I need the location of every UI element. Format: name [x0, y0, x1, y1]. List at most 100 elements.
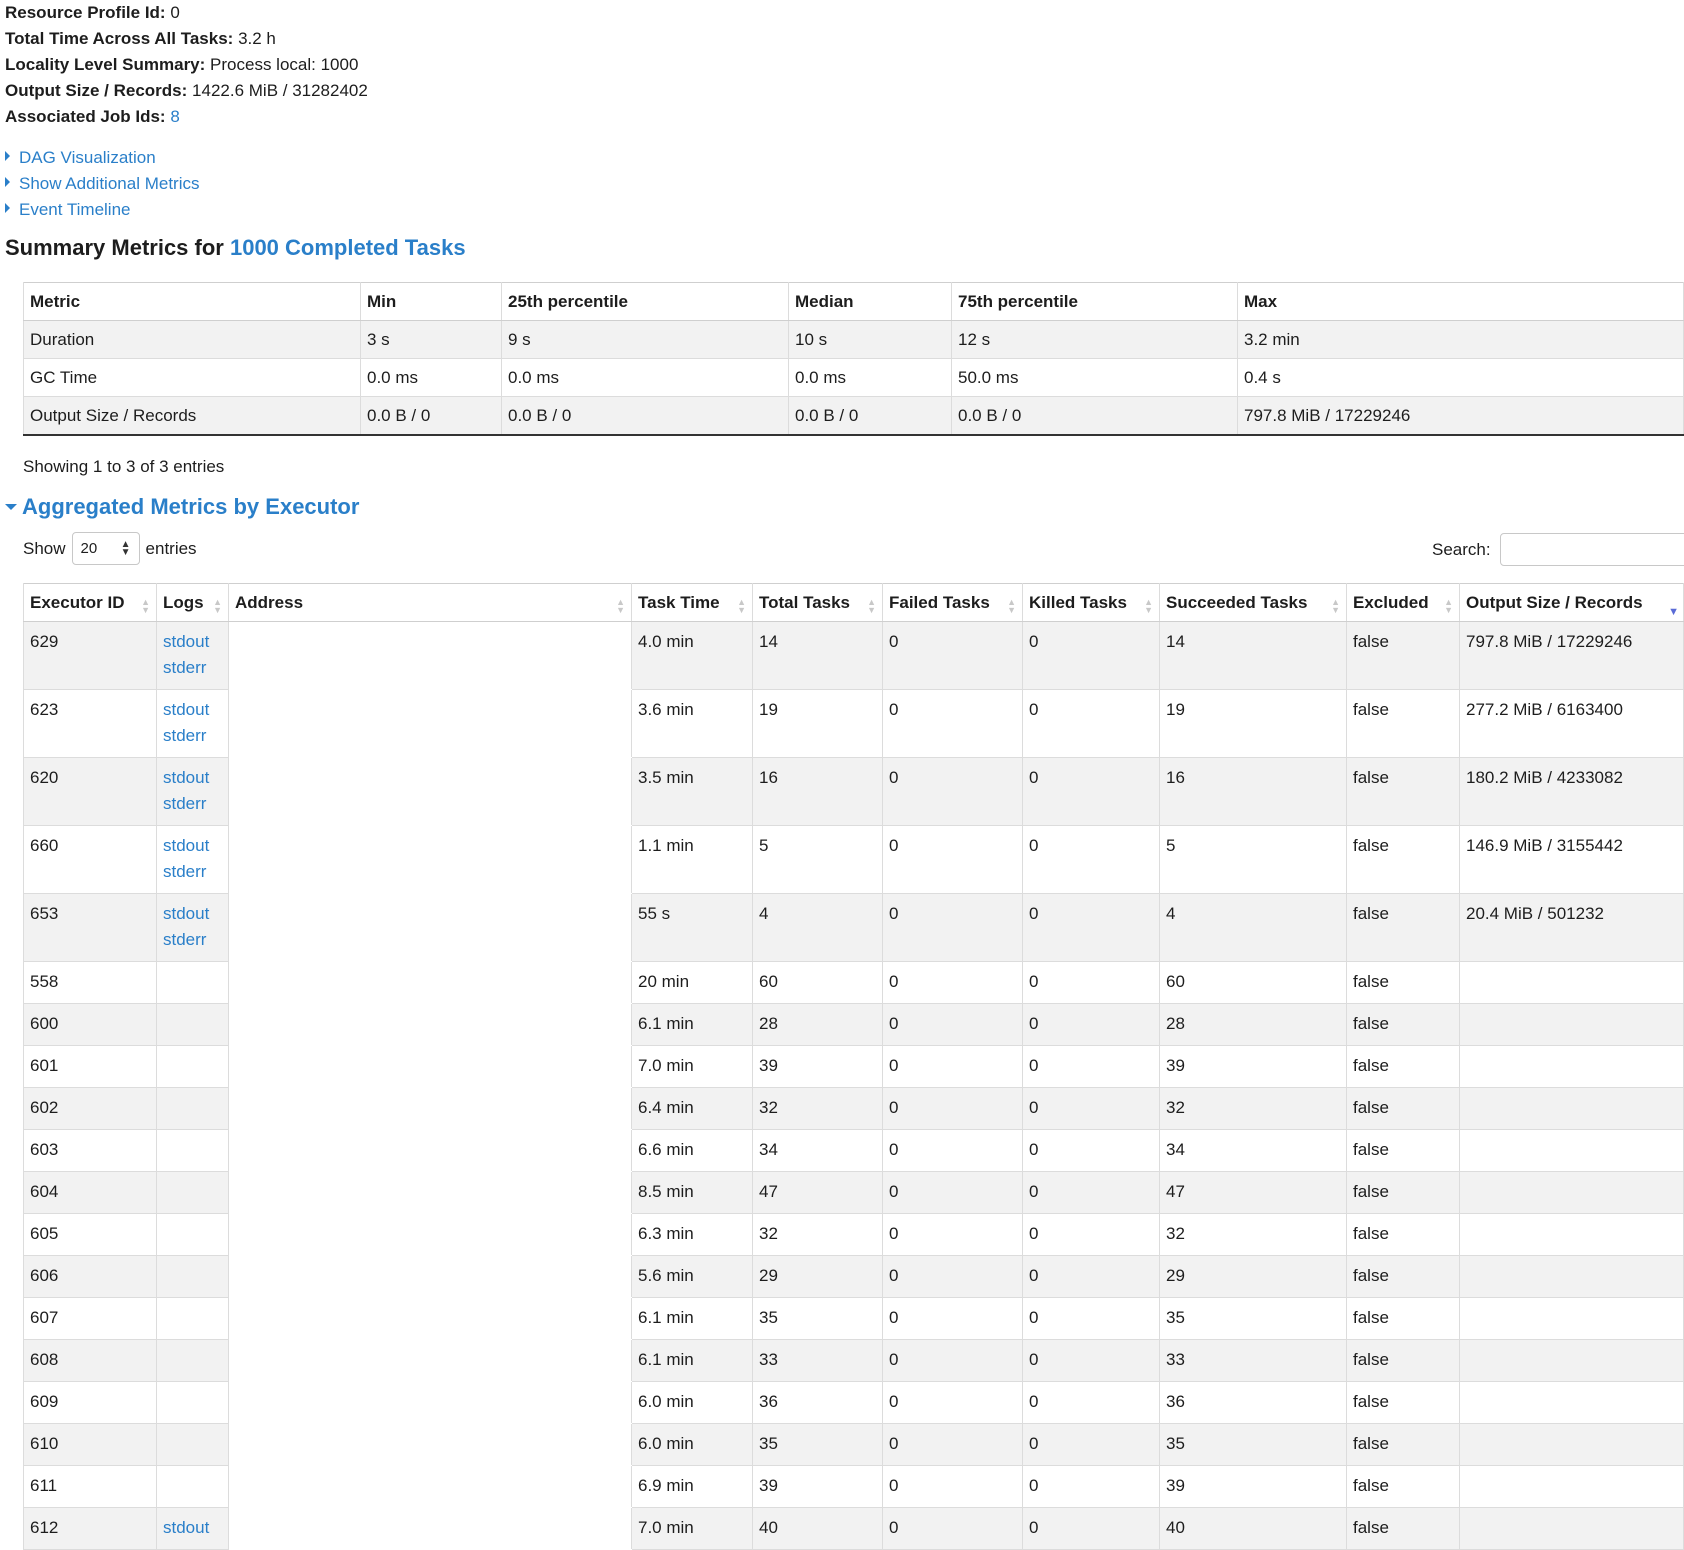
column-header: Metric: [23, 282, 361, 321]
stdout-log-link[interactable]: stdout: [163, 768, 210, 787]
table-row: 610 6.0 min 35 0 0 35 false: [23, 1423, 1684, 1466]
sort-both-icon: ▲ ▼: [1444, 597, 1453, 615]
table-cell: false: [1346, 961, 1460, 1004]
table-cell: 0: [1022, 1129, 1160, 1172]
column-header-sortable[interactable]: Excluded ▲ ▼: [1346, 583, 1460, 622]
table-cell: 28: [1159, 1003, 1347, 1046]
table-cell: false: [1346, 1087, 1460, 1130]
table-cell: 16: [1159, 757, 1347, 826]
table-cell: [1459, 1507, 1684, 1550]
table-cell: 36: [752, 1381, 883, 1424]
table-cell: 0: [1022, 1171, 1160, 1214]
table-cell: 0: [1022, 893, 1160, 962]
summary-locality: Locality Level Summary: Process local: 1…: [5, 52, 368, 78]
logs-cell: [156, 1423, 229, 1466]
table-cell: 47: [752, 1171, 883, 1214]
address-cell: [228, 1465, 632, 1508]
table-cell: 0: [1022, 1339, 1160, 1382]
toggle-label[interactable]: Event Timeline: [19, 200, 131, 219]
job-id-link[interactable]: 8: [170, 107, 180, 126]
table-cell: 33: [1159, 1339, 1347, 1382]
table-cell: 0: [1022, 1297, 1160, 1340]
event-timeline-toggle[interactable]: Event Timeline: [5, 197, 199, 223]
summary-label: Locality Level Summary:: [5, 55, 206, 74]
column-header-sortable[interactable]: Address ▲ ▼: [228, 583, 632, 622]
summary-value: 3.2 h: [238, 29, 276, 48]
sort-both-icon: ▲ ▼: [616, 597, 625, 615]
stdout-log-link[interactable]: stdout: [163, 700, 210, 719]
address-cell: [228, 1507, 632, 1550]
column-header-sortable[interactable]: Killed Tasks ▲ ▼: [1022, 583, 1160, 622]
column-header-sortable[interactable]: Succeeded Tasks ▲ ▼: [1159, 583, 1347, 622]
stderr-log-link[interactable]: stderr: [163, 862, 207, 881]
column-header-label: Executor ID: [30, 592, 125, 612]
address-cell: [228, 689, 632, 758]
stdout-log-link[interactable]: stdout: [163, 1518, 210, 1537]
table-cell: [1459, 1381, 1684, 1424]
table-cell: false: [1346, 1045, 1460, 1088]
table-cell: 0: [882, 1171, 1023, 1214]
heading-text: Summary Metrics for: [5, 235, 230, 260]
table-cell: 0: [882, 1339, 1023, 1382]
additional-metrics-toggle[interactable]: Show Additional Metrics: [5, 171, 199, 197]
stage-summary: Resource Profile Id: 0 Total Time Across…: [5, 0, 368, 130]
summary-label: Resource Profile Id:: [5, 3, 166, 22]
table-cell: 660: [23, 825, 157, 894]
table-row: 606 5.6 min 29 0 0 29 false: [23, 1255, 1684, 1298]
column-header-sortable[interactable]: Total Tasks ▲ ▼: [752, 583, 883, 622]
table-header-row: Executor ID ▲ ▼ Logs ▲ ▼ Address ▲ ▼ Task Time ▲ ▼ T…: [23, 583, 1684, 622]
stdout-log-link[interactable]: stdout: [163, 632, 210, 651]
dag-visualization-toggle[interactable]: DAG Visualization: [5, 145, 199, 171]
column-header: 75th percentile: [951, 282, 1238, 321]
toggle-label[interactable]: Show Additional Metrics: [19, 174, 200, 193]
table-cell: 277.2 MiB / 6163400: [1459, 689, 1684, 758]
column-header-sortable[interactable]: Logs ▲ ▼: [156, 583, 229, 622]
logs-cell: [156, 1381, 229, 1424]
stderr-log-link[interactable]: stderr: [163, 658, 207, 677]
logs-cell: stdout stderr: [156, 621, 229, 690]
summary-total-time: Total Time Across All Tasks: 3.2 h: [5, 26, 368, 52]
search-input[interactable]: [1499, 533, 1684, 566]
table-cell: 0: [1022, 1003, 1160, 1046]
table-row: 612 stdout 7.0 min 40 0 0 40 false: [23, 1507, 1684, 1550]
logs-cell: stdout stderr: [156, 893, 229, 962]
table-cell: 0: [1022, 1423, 1160, 1466]
select-arrows-icon: ▲ ▼: [120, 538, 131, 558]
table-cell: [1459, 1171, 1684, 1214]
sort-both-icon: ▲ ▼: [867, 597, 876, 615]
table-cell: 0: [882, 1129, 1023, 1172]
table-cell: 39: [1159, 1045, 1347, 1088]
table-cell: 7.0 min: [631, 1507, 753, 1550]
toggle-label[interactable]: DAG Visualization: [19, 148, 156, 167]
table-cell: 19: [1159, 689, 1347, 758]
page-size-select[interactable]: 20 ▲ ▼: [71, 532, 140, 565]
completed-tasks-link[interactable]: 1000 Completed Tasks: [229, 235, 466, 260]
table-cell: 0.0 B / 0: [788, 396, 952, 436]
stderr-log-link[interactable]: stderr: [163, 930, 207, 949]
logs-cell: [156, 1339, 229, 1382]
table-cell: false: [1346, 893, 1460, 962]
address-cell: [228, 1129, 632, 1172]
column-header-sortable[interactable]: Task Time ▲ ▼: [631, 583, 753, 622]
column-header-sortable[interactable]: Output Size / Records ▼: [1459, 583, 1684, 622]
column-header-label: Output Size / Records: [1466, 592, 1643, 612]
page-length-control: Show 20 ▲ ▼ entries: [23, 532, 197, 565]
table-cell: 32: [752, 1087, 883, 1130]
stderr-log-link[interactable]: stderr: [163, 726, 207, 745]
logs-cell: [156, 1465, 229, 1508]
table-cell: 34: [752, 1129, 883, 1172]
stdout-log-link[interactable]: stdout: [163, 904, 210, 923]
aggregated-metrics-toggle[interactable]: Aggregated Metrics by Executor: [5, 494, 359, 520]
sort-both-icon: ▲ ▼: [737, 597, 746, 615]
table-cell: 16: [752, 757, 883, 826]
column-header-label: Task Time: [638, 592, 720, 612]
stdout-log-link[interactable]: stdout: [163, 836, 210, 855]
table-cell: false: [1346, 757, 1460, 826]
table-cell: [1459, 1045, 1684, 1088]
logs-cell: [156, 961, 229, 1004]
table-cell: 0: [1022, 961, 1160, 1004]
column-header-sortable[interactable]: Executor ID ▲ ▼: [23, 583, 157, 622]
stderr-log-link[interactable]: stderr: [163, 794, 207, 813]
column-header-sortable[interactable]: Failed Tasks ▲ ▼: [882, 583, 1023, 622]
